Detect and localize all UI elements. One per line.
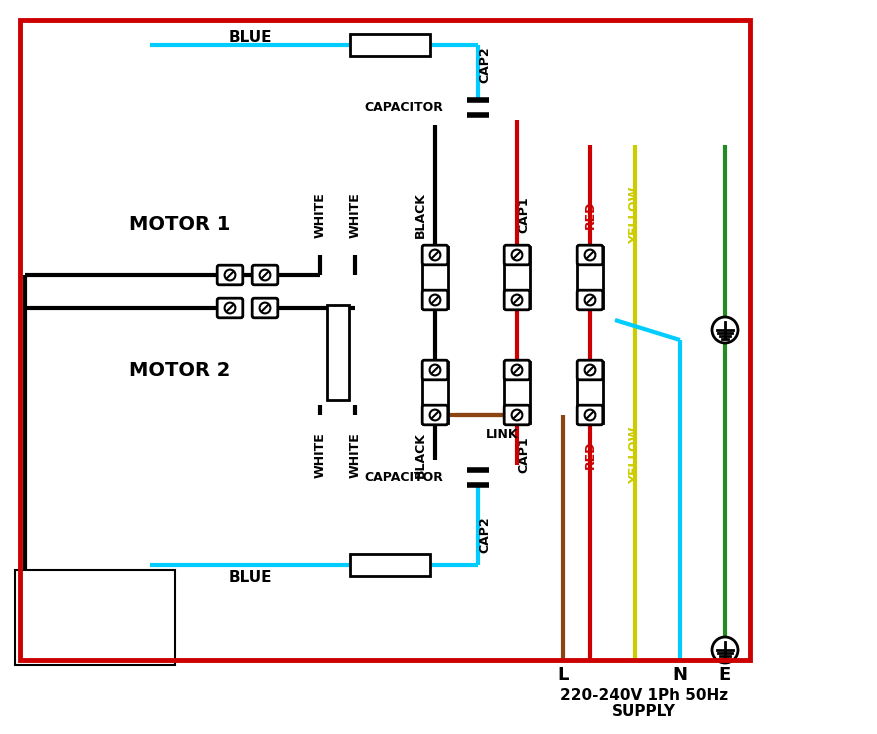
Circle shape [225,269,235,280]
Text: CAP1: CAP1 [517,437,530,473]
Circle shape [225,302,235,313]
Bar [422,362,447,424]
FancyBboxPatch shape [576,245,602,265]
Text: MOTOR 1: MOTOR 1 [129,216,231,234]
FancyBboxPatch shape [422,245,447,265]
Bar [15,570,175,665]
FancyBboxPatch shape [503,245,529,265]
Text: BLUE: BLUE [228,29,272,45]
Circle shape [429,250,440,261]
Text: WHITE: WHITE [348,192,361,238]
Text: WHITE: WHITE [313,432,326,478]
Bar [576,362,602,424]
Bar [326,305,348,400]
Text: WHITE: WHITE [348,432,361,478]
Circle shape [511,410,522,421]
Circle shape [511,294,522,305]
Text: L: L [557,666,568,684]
Circle shape [511,365,522,375]
Text: RED: RED [583,441,595,469]
FancyBboxPatch shape [217,265,243,285]
Circle shape [711,317,738,343]
Text: E: E [718,666,731,684]
FancyBboxPatch shape [576,360,602,379]
Text: LINK: LINK [485,429,517,441]
Text: CAPACITOR: CAPACITOR [364,101,443,114]
FancyBboxPatch shape [252,298,277,318]
Text: YELLOW: YELLOW [628,186,641,244]
Bar [350,554,430,576]
Bar [503,247,529,308]
Text: BLACK: BLACK [413,192,426,238]
FancyBboxPatch shape [503,405,529,425]
Circle shape [711,637,738,663]
FancyBboxPatch shape [576,290,602,310]
FancyBboxPatch shape [217,298,243,318]
Text: WHITE: WHITE [313,192,326,238]
Circle shape [260,302,270,313]
Circle shape [429,365,440,375]
Bar [20,20,749,660]
FancyBboxPatch shape [422,360,447,379]
Bar [503,362,529,424]
Circle shape [584,250,595,261]
Circle shape [429,294,440,305]
FancyBboxPatch shape [252,265,277,285]
FancyBboxPatch shape [422,405,447,425]
Circle shape [260,269,270,280]
Text: BLACK: BLACK [413,432,426,478]
Circle shape [511,250,522,261]
Text: CAPACITOR: CAPACITOR [364,471,443,484]
Circle shape [429,410,440,421]
FancyBboxPatch shape [422,290,447,310]
Text: CAP1: CAP1 [517,197,530,233]
Text: SUPPLY: SUPPLY [611,705,675,719]
Text: CAP2: CAP2 [478,47,491,84]
Circle shape [584,410,595,421]
Circle shape [584,294,595,305]
Text: THERMAL CUT-OUT:
CONNECT INTO
STARTER CONTROL
CIRCUIT: THERMAL CUT-OUT: CONNECT INTO STARTER CO… [31,589,160,647]
Text: N: N [672,666,687,684]
Circle shape [584,365,595,375]
Text: RED: RED [583,201,595,229]
Text: MOTOR 2: MOTOR 2 [129,360,231,379]
FancyBboxPatch shape [503,360,529,379]
Text: 220-240V 1Ph 50Hz: 220-240V 1Ph 50Hz [560,688,727,702]
FancyBboxPatch shape [576,405,602,425]
Bar [422,247,447,308]
FancyBboxPatch shape [503,290,529,310]
Text: YELLOW: YELLOW [628,426,641,484]
Bar [576,247,602,308]
Text: CAP2: CAP2 [478,517,491,553]
Text: BLUE: BLUE [228,570,272,586]
Bar [350,34,430,56]
